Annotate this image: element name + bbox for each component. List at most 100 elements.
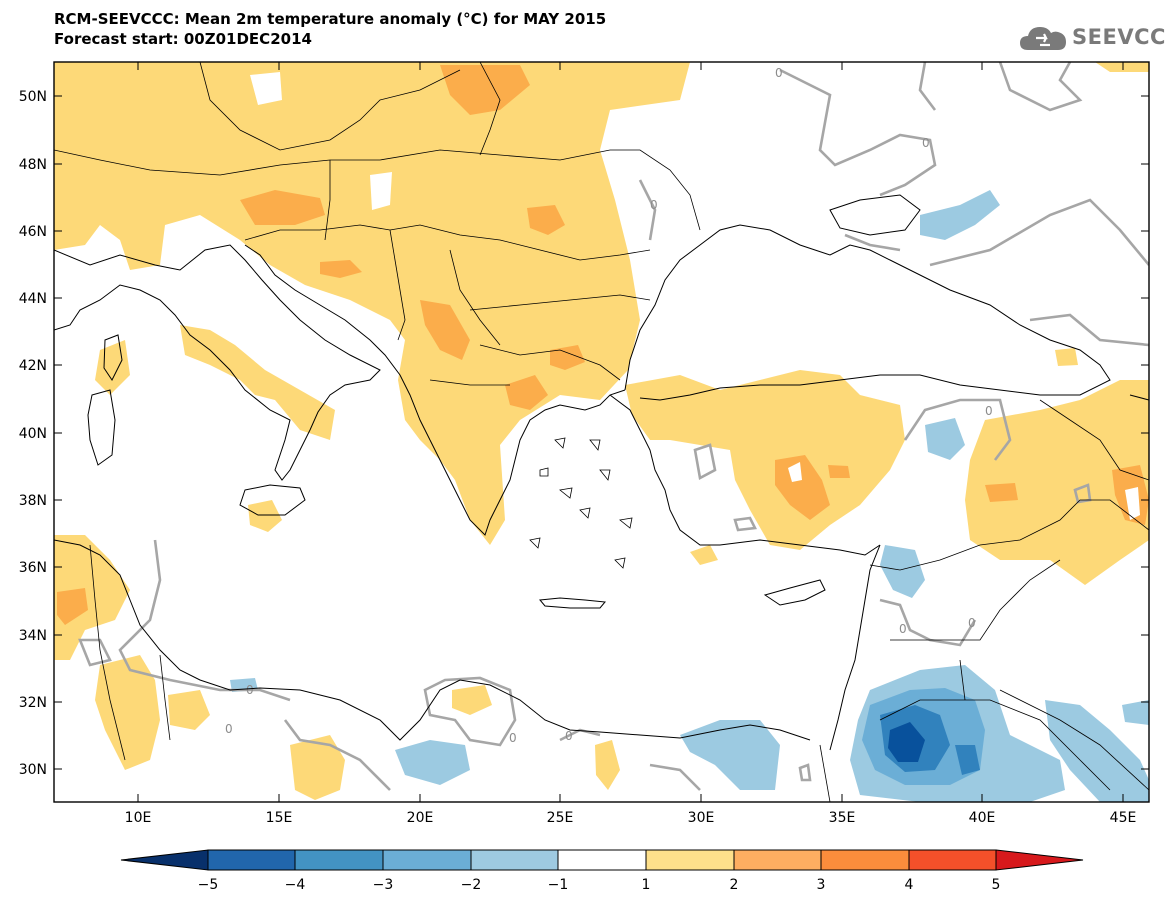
colorbar-tick-label: 5 (992, 877, 1001, 893)
coastline-sardinia (87, 389, 116, 466)
neutral-hole-caucasus (1125, 487, 1140, 520)
zero-contour-egypt-2 (559, 728, 601, 742)
coastline-greece (429, 389, 626, 536)
seevccc-logo: SEEVCCC (1018, 20, 1165, 56)
border-line (879, 699, 1111, 791)
warm-anomaly-egypt-coast (452, 685, 492, 715)
island (579, 507, 591, 519)
zero-contour-cyprus-area (733, 516, 757, 532)
warm-anomaly-anatolia (625, 370, 905, 550)
colorbar-tick-label: −1 (548, 877, 569, 893)
latitude-axis: 50N 48N 46N 44N 42N 40N 38N 36N 34N 32N … (19, 89, 1149, 778)
colorbar-tick-label: 3 (817, 877, 826, 893)
lon-tick-label: 40E (969, 810, 996, 826)
warm-core-anatolia (775, 455, 830, 520)
cool-anomaly-levant (880, 545, 925, 598)
colorbar: −5 −4 −3 −2 −1 1 2 3 4 5 (120, 849, 1084, 893)
lat-tick-label: 40N (19, 426, 47, 442)
colorbar-segment (733, 849, 822, 871)
zero-contour-russia-east (929, 198, 1149, 267)
coastline-italy (54, 244, 381, 481)
zero-contour-libya-loop (78, 638, 112, 667)
border-line (890, 559, 1061, 641)
lat-tick-label: 44N (19, 291, 47, 307)
colorbar-segment (645, 849, 735, 871)
zero-contour-ukraine (779, 68, 937, 197)
contour-label: 0 (650, 198, 658, 212)
warm-anomaly-area-europe (54, 62, 690, 545)
island (529, 537, 541, 549)
zero-contour-egypt-3 (649, 763, 701, 791)
colorbar-tick-label: −5 (198, 877, 219, 893)
lat-tick-label: 46N (19, 224, 47, 240)
warm-core-bosnia (320, 260, 362, 278)
zero-contour-black-sea-east (1029, 313, 1149, 347)
border-line (959, 659, 966, 701)
island (539, 467, 549, 477)
coastline-adriatic-east (244, 244, 431, 441)
coastline-sicily (239, 484, 306, 516)
warm-anomaly-egypt-inland (595, 740, 620, 790)
cool-anomaly-iraq (1045, 700, 1149, 802)
border-line (449, 249, 501, 346)
island (599, 469, 611, 481)
lon-tick-label: 35E (829, 810, 856, 826)
warm-anomaly-black-sea-east (1055, 348, 1078, 366)
colorbar-segment (557, 849, 647, 871)
warm-anomaly-top-right (1095, 62, 1149, 72)
shading-layer (54, 62, 1149, 802)
border-line (819, 744, 831, 802)
contour-label: 0 (246, 683, 254, 697)
coastline-crete (539, 597, 606, 609)
border-layer (54, 62, 1149, 802)
warm-anomaly-libya-west (95, 655, 160, 770)
colorbar-tick-label: 2 (730, 877, 739, 893)
warm-core-hungary (240, 190, 325, 225)
lon-tick-label: 15E (266, 810, 293, 826)
lat-tick-label: 34N (19, 628, 47, 644)
lat-tick-label: 38N (19, 493, 47, 509)
aegean-islands (529, 437, 633, 569)
warm-core-serbia (420, 300, 470, 360)
colorbar-tick-label: −3 (373, 877, 394, 893)
cool-core-saudi-3 (888, 722, 925, 762)
warm-anomaly-caucasus (965, 380, 1149, 585)
warm-core-thrace (505, 375, 548, 410)
zero-contour-levant-loop (879, 598, 977, 647)
lat-tick-label: 42N (19, 358, 47, 374)
island (554, 437, 566, 449)
coastline-levant (829, 544, 881, 751)
border-line (999, 689, 1149, 791)
coastline-sea-of-azov (829, 194, 921, 236)
island (559, 487, 573, 499)
colorbar-segment (207, 849, 296, 871)
contour-label: 0 (922, 136, 930, 150)
cool-anomaly-egypt (680, 720, 780, 790)
cool-anomaly-crimea (920, 190, 1000, 240)
contour-label: 0 (225, 722, 233, 736)
lat-tick-label: 48N (19, 157, 47, 173)
cool-anomaly-anatolia-north (925, 418, 965, 460)
warm-anomaly-libya-a (168, 690, 210, 730)
lat-tick-label: 36N (19, 560, 47, 576)
border-line (324, 160, 331, 241)
warm-core-romania (527, 205, 565, 235)
warm-core-czech (440, 65, 530, 115)
contour-label: 0 (565, 729, 573, 743)
border-line (479, 62, 501, 156)
contour-label: 0 (899, 622, 907, 636)
island (614, 557, 626, 569)
lon-tick-label: 10E (125, 810, 152, 826)
zero-contour-poland-east (918, 62, 937, 111)
zero-contour-lines (78, 62, 1149, 791)
lat-tick-label: 30N (19, 762, 47, 778)
warm-core-anatolia-2 (828, 465, 850, 478)
contour-label: 0 (985, 404, 993, 418)
contour-labels: 0 0 0 0 0 0 0 0 0 0 (225, 66, 993, 745)
lon-tick-label: 20E (407, 810, 434, 826)
zero-contour-libya-south (283, 719, 391, 791)
longitude-axis: 10E 15E 20E 25E 30E 35E 40E 45E (125, 62, 1136, 826)
warm-anomaly-italy-east (180, 325, 335, 440)
neutral-hole-anatolia (788, 462, 802, 482)
border-line (89, 544, 126, 761)
